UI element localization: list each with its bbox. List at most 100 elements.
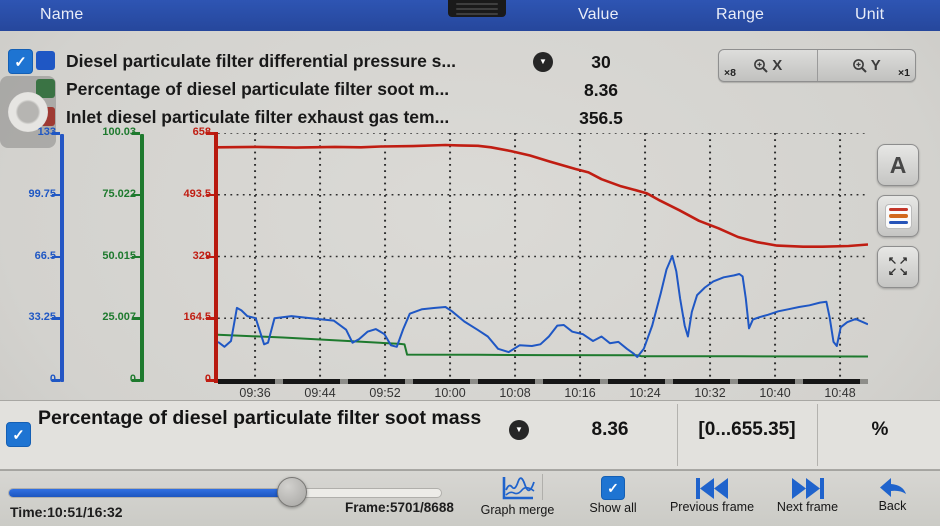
column-header-unit: Unit <box>855 6 885 23</box>
y-axis-tick-label: 50.015 <box>102 249 136 262</box>
y-axis-tick-label: 99.75 <box>28 187 56 200</box>
y-axis-tick-label: 66.5 <box>34 249 56 262</box>
assist-circle-icon <box>8 92 48 132</box>
slider-fill <box>9 489 293 497</box>
y-axis-tick <box>132 193 140 197</box>
zoom-x-button[interactable]: ×8 X <box>719 50 817 81</box>
zoom-controls: ×8 X Y ×1 <box>718 49 916 82</box>
y-axis-tick <box>206 379 214 382</box>
y-axis-tick-label: 0 <box>14 373 56 385</box>
floating-assist-button[interactable] <box>0 76 56 148</box>
playback-bar: Time:10:51/16:32 Frame:5701/8688 Graph m… <box>0 470 940 526</box>
row1-checkbox[interactable]: ✓ <box>8 49 33 74</box>
y-axis-tick <box>132 132 140 135</box>
x-axis-tick-label: 10:48 <box>824 386 856 400</box>
y-axis-tick-label: 33.25 <box>28 311 56 324</box>
x-axis-tick-label: 09:52 <box>369 386 401 400</box>
x-axis-tick-label: 10:24 <box>629 386 661 400</box>
x-axis-tick-label: 09:36 <box>239 386 271 400</box>
param-label: Percentage of diesel particulate filter … <box>66 79 450 99</box>
fullscreen-button[interactable]: ↖ ↗ ↙ ↘ <box>877 246 919 288</box>
column-divider <box>677 404 678 466</box>
y-axis-tick <box>52 193 60 197</box>
previous-frame-button[interactable]: Previous frame <box>657 478 767 514</box>
y-axis-green <box>140 134 144 382</box>
y-axis-tick <box>132 255 140 258</box>
selected-param-unit: % <box>871 419 889 440</box>
x-axis-tick-label: 10:40 <box>759 386 791 400</box>
param-label: Inlet diesel particulate filter exhaust … <box>66 107 450 127</box>
y-axis-tick-label: 493.5 <box>183 187 211 200</box>
next-frame-icon <box>791 478 824 499</box>
y-axis-tick <box>52 255 60 258</box>
row1-dropdown-button[interactable]: ▼ <box>533 52 553 72</box>
column-header-name: Name <box>40 6 84 23</box>
dropdown-icon: ▼ <box>515 425 523 434</box>
graph-merge-button[interactable]: Graph merge <box>470 475 565 517</box>
timeline-slider[interactable] <box>8 477 442 507</box>
expand-icon: ↖ ↗ ↙ ↘ <box>887 255 909 278</box>
device-notch <box>448 0 506 17</box>
y-axis-tick-label: 329 <box>192 249 211 262</box>
x-axis-tick-label: 10:16 <box>564 386 596 400</box>
colored-lines-icon <box>884 203 912 229</box>
selected-param-value: 8.36 <box>591 419 629 440</box>
y-axis-tick <box>52 132 60 135</box>
zoom-y-button[interactable]: Y ×1 <box>816 50 916 81</box>
selected-param-range: [0...655.35] <box>698 419 796 440</box>
magnifier-plus-icon <box>754 58 768 73</box>
x-axis-tick-label: 10:32 <box>694 386 726 400</box>
zoom-y-label: Y <box>870 57 881 74</box>
column-header-range: Range <box>716 6 765 23</box>
y-axis-tick <box>206 255 214 258</box>
y-axis-tick-label: 658 <box>192 126 211 138</box>
x-axis-tick-label: 10:08 <box>499 386 531 400</box>
y-axis-tick <box>132 379 140 382</box>
zoom-x-label: X <box>772 57 783 74</box>
y-axis-tick-label: 0 <box>92 373 136 385</box>
selected-row-dropdown-button[interactable]: ▼ <box>509 420 529 440</box>
series-color-swatch-blue <box>36 51 55 70</box>
selected-parameter-row[interactable]: ✓ Percentage of diesel particulate filte… <box>0 400 940 470</box>
x-axis-tick-label: 09:44 <box>304 386 336 400</box>
series-color-swatch-green <box>36 79 55 98</box>
show-all-button[interactable]: ✓ Show all <box>570 476 656 515</box>
check-icon: ✓ <box>12 426 25 444</box>
panel-divider <box>542 474 543 500</box>
previous-frame-icon <box>696 478 728 499</box>
y-axis-tick-label: 25.007 <box>102 311 136 324</box>
y-axis-tick-label: 75.022 <box>102 187 136 200</box>
y-axis-tick <box>52 379 60 382</box>
graph-merge-icon <box>502 477 535 500</box>
font-size-button[interactable]: A <box>877 144 919 186</box>
y-axis-tick <box>206 132 214 135</box>
y-axis-tick-label: 0 <box>167 373 211 385</box>
y-axis-blue <box>60 134 64 382</box>
slider-knob[interactable] <box>277 477 308 507</box>
x-axis-tick-label: 10:00 <box>434 386 466 400</box>
next-frame-button[interactable]: Next frame <box>760 478 855 514</box>
series-lines-button[interactable] <box>877 195 919 237</box>
y-axis-tick-label: 100.03 <box>102 126 136 138</box>
selected-row-checkbox[interactable]: ✓ <box>6 422 31 447</box>
check-icon: ✓ <box>607 479 619 496</box>
letter-a-icon: A <box>889 151 907 178</box>
back-arrow-icon <box>879 478 906 497</box>
magnifier-plus-icon <box>852 58 867 73</box>
y-axis-red <box>214 132 218 383</box>
param-value: 30 <box>591 52 611 72</box>
column-divider <box>817 404 818 466</box>
back-button[interactable]: Back <box>855 477 930 513</box>
y-axis-tick <box>52 317 60 320</box>
dropdown-icon: ▼ <box>539 57 547 66</box>
zoom-x-factor: ×8 <box>724 67 736 79</box>
show-all-checkbox[interactable]: ✓ <box>601 476 625 500</box>
y-axis-tick <box>206 317 214 320</box>
plot-area[interactable] <box>218 133 868 380</box>
y-axis-tick <box>132 317 140 320</box>
y-axis-tick-label: 133 <box>37 126 56 138</box>
x-axis-line <box>218 379 868 384</box>
check-icon: ✓ <box>14 53 27 71</box>
frame-label: Frame:5701/8688 <box>345 500 454 515</box>
